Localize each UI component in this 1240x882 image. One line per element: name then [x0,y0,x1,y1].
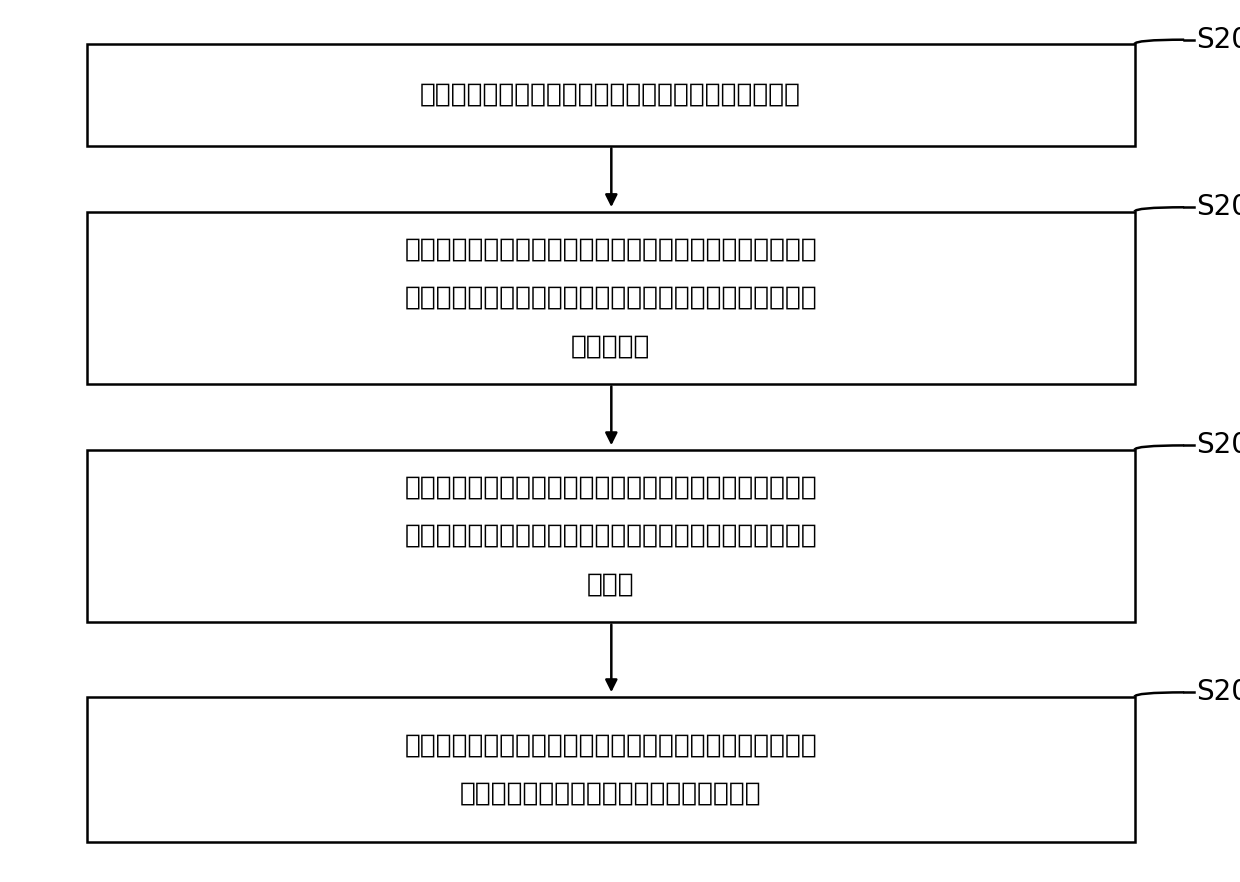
Text: S204: S204 [1197,678,1240,706]
Text: S202: S202 [1197,193,1240,221]
Text: 扑图进行特征提取，得到每个历史时间戳下网络拓扑图的综: 扑图进行特征提取，得到每个历史时间戳下网络拓扑图的综 [404,285,817,310]
Text: 获取动态加权网络在连续的历史时间戳下的网络拓扑图: 获取动态加权网络在连续的历史时间戳下的网络拓扑图 [420,82,801,108]
Text: 特征进行学习，得到每个历史时间戳下网络拓扑图的隐藏状: 特征进行学习，得到每个历史时间戳下网络拓扑图的隐藏状 [404,523,817,549]
Text: 态加权网络在待预测时间戳下的网络拓扑图: 态加权网络在待预测时间戳下的网络拓扑图 [460,781,761,807]
Text: 合网络特征: 合网络特征 [570,333,651,359]
Text: 通过注意力图卷积网络对获取的每个历史时间戳下的网络拓: 通过注意力图卷积网络对获取的每个历史时间戳下的网络拓 [404,236,817,262]
Text: S203: S203 [1197,431,1240,460]
Bar [87,697,1135,842]
Text: 依据每个历史时间戳下网络拓扑图的隐藏状态向量，生成动: 依据每个历史时间戳下网络拓扑图的隐藏状态向量，生成动 [404,732,817,759]
Bar [87,212,1135,384]
Bar [87,450,1135,622]
Text: 通过增强注意力长短期记忆网络对动态加权网络的综合网络: 通过增强注意力长短期记忆网络对动态加权网络的综合网络 [404,475,817,500]
Text: 态向量: 态向量 [587,572,635,597]
Bar [87,44,1135,146]
Text: S201: S201 [1197,26,1240,54]
